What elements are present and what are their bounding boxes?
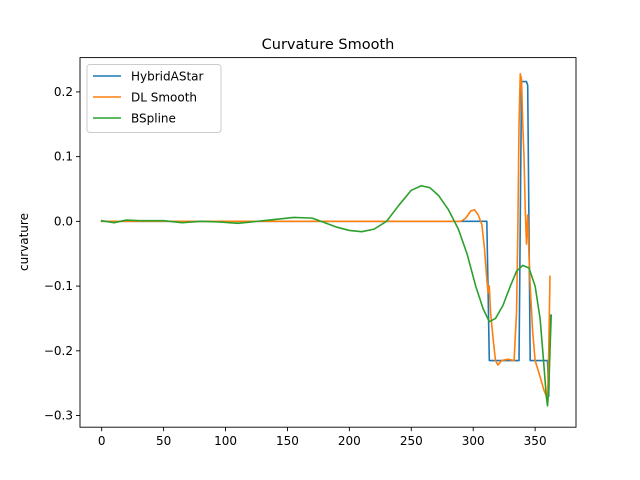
legend-label-0: HybridAStar	[131, 70, 204, 84]
x-tick-label: 50	[156, 434, 171, 448]
x-tick-label: 0	[98, 434, 106, 448]
x-tick-label: 300	[462, 434, 485, 448]
legend-label-1: DL Smooth	[131, 91, 197, 105]
x-tick-label: 200	[338, 434, 361, 448]
plot-lines	[100, 72, 553, 407]
y-tick-label: −0.1	[44, 279, 73, 293]
y-tick-label: −0.3	[44, 409, 73, 423]
y-tick-label: −0.2	[44, 344, 73, 358]
y-axis-label: curvature	[17, 213, 31, 271]
legend: HybridAStar DL Smooth BSpline	[86, 64, 222, 133]
series-line-1	[100, 72, 551, 401]
x-tick-label: 150	[276, 434, 299, 448]
y-tick-label: 0.0	[54, 214, 73, 228]
x-tick-label: 350	[524, 434, 547, 448]
x-axis-ticks: 0 50 100 150 200 250 300 350	[98, 427, 547, 448]
x-tick-label: 100	[214, 434, 237, 448]
y-tick-label: 0.2	[54, 85, 73, 99]
chart-title: Curvature Smooth	[262, 37, 395, 53]
y-axis-ticks: −0.3 −0.2 −0.1 0.0 0.1 0.2	[44, 85, 80, 423]
x-tick-label: 250	[400, 434, 423, 448]
y-tick-label: 0.1	[54, 150, 73, 164]
legend-label-2: BSpline	[131, 112, 176, 126]
legend-box	[86, 64, 222, 133]
series-line-2	[100, 184, 553, 407]
plot-area-frame	[79, 57, 577, 428]
